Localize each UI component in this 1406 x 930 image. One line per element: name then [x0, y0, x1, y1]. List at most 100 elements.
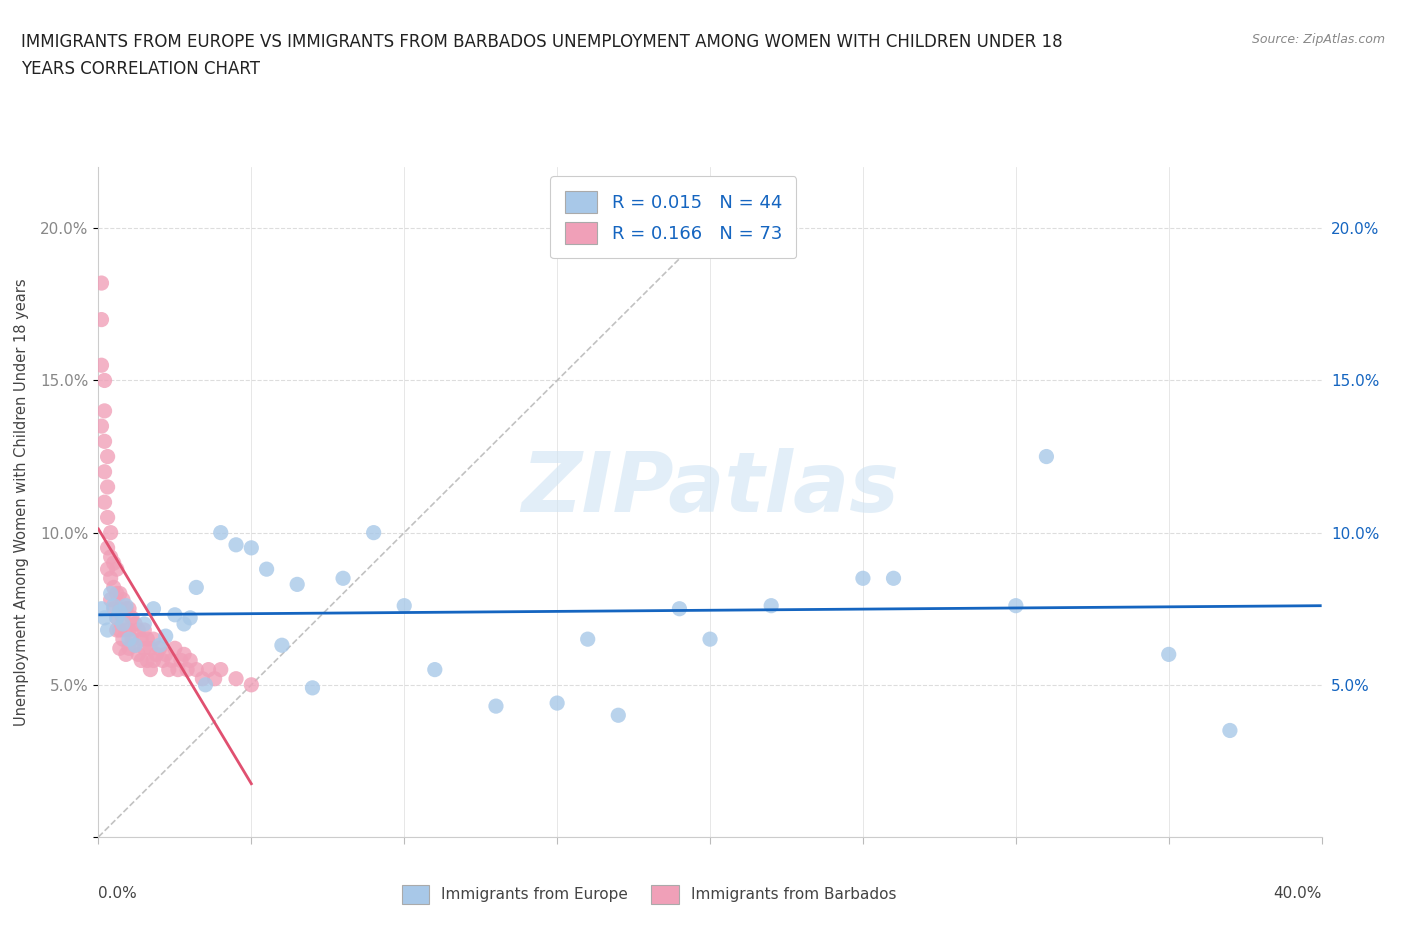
Point: [1004, 598, 1026, 613]
Point: [111, 592, 134, 607]
Point: [270, 638, 292, 653]
Text: YEARS CORRELATION CHART: YEARS CORRELATION CHART: [21, 60, 260, 78]
Point: [121, 610, 143, 625]
Point: [240, 540, 263, 555]
Point: [105, 562, 128, 577]
Point: [607, 708, 630, 723]
Point: [97, 622, 120, 637]
Point: [108, 586, 131, 601]
Point: [118, 622, 141, 637]
Point: [392, 598, 416, 613]
Point: [97, 449, 120, 464]
Point: [115, 647, 138, 662]
Point: [186, 580, 208, 595]
Point: [105, 622, 128, 637]
Point: [90, 312, 112, 327]
Point: [1219, 723, 1241, 737]
Point: [157, 662, 180, 677]
Point: [149, 641, 172, 656]
Point: [100, 525, 122, 540]
Point: [93, 434, 115, 449]
Point: [97, 562, 120, 577]
Point: [225, 671, 247, 686]
Point: [90, 418, 112, 433]
Point: [194, 677, 217, 692]
Point: [155, 629, 177, 644]
Point: [363, 525, 385, 540]
Point: [163, 607, 186, 622]
Point: [134, 617, 156, 631]
Point: [142, 602, 165, 617]
Point: [97, 480, 120, 495]
Point: [124, 638, 146, 653]
Point: [191, 671, 214, 686]
Text: IMMIGRANTS FROM EUROPE VS IMMIGRANTS FROM BARBADOS UNEMPLOYMENT AMONG WOMEN WITH: IMMIGRANTS FROM EUROPE VS IMMIGRANTS FRO…: [21, 33, 1063, 50]
Point: [115, 622, 138, 637]
Point: [121, 631, 143, 646]
Point: [204, 671, 226, 686]
Point: [163, 641, 186, 656]
Point: [179, 610, 201, 625]
Point: [105, 586, 128, 601]
Point: [100, 592, 122, 607]
Point: [173, 617, 195, 631]
Point: [142, 631, 165, 646]
Point: [129, 653, 152, 668]
Point: [134, 622, 156, 637]
Point: [149, 638, 172, 653]
Point: [136, 653, 159, 668]
Point: [179, 653, 201, 668]
Point: [186, 662, 208, 677]
Point: [93, 464, 115, 479]
Point: [108, 602, 131, 617]
Point: [240, 677, 263, 692]
Point: [100, 571, 122, 586]
Point: [127, 647, 149, 662]
Point: [93, 495, 115, 510]
Y-axis label: Unemployment Among Women with Children Under 18 years: Unemployment Among Women with Children U…: [14, 278, 30, 726]
Text: 40.0%: 40.0%: [1274, 885, 1322, 900]
Point: [108, 641, 131, 656]
Point: [97, 510, 120, 525]
Point: [485, 698, 508, 713]
Point: [170, 653, 193, 668]
Point: [93, 610, 115, 625]
Point: [103, 602, 125, 617]
Point: [209, 525, 232, 540]
Point: [134, 641, 156, 656]
Point: [90, 602, 112, 617]
Point: [145, 647, 167, 662]
Point: [155, 647, 177, 662]
Point: [115, 598, 138, 613]
Point: [285, 577, 308, 591]
Point: [118, 602, 141, 617]
Legend: Immigrants from Europe, Immigrants from Barbados: Immigrants from Europe, Immigrants from …: [395, 879, 903, 910]
Point: [1035, 449, 1057, 464]
Point: [225, 538, 247, 552]
Point: [97, 540, 120, 555]
Point: [167, 662, 190, 677]
Point: [108, 622, 131, 637]
Point: [103, 555, 125, 570]
Text: 0.0%: 0.0%: [98, 885, 138, 900]
Point: [883, 571, 905, 586]
Point: [118, 641, 141, 656]
Point: [118, 631, 141, 646]
Point: [423, 662, 446, 677]
Text: ZIPatlas: ZIPatlas: [522, 448, 898, 529]
Point: [1157, 647, 1180, 662]
Point: [115, 602, 138, 617]
Point: [152, 653, 174, 668]
Point: [139, 662, 162, 677]
Point: [699, 631, 721, 646]
Point: [176, 662, 198, 677]
Point: [160, 653, 183, 668]
Point: [111, 617, 134, 631]
Point: [546, 696, 568, 711]
Text: Source: ZipAtlas.com: Source: ZipAtlas.com: [1251, 33, 1385, 46]
Point: [124, 638, 146, 653]
Point: [105, 610, 128, 625]
Point: [111, 610, 134, 625]
Point: [301, 681, 323, 696]
Point: [108, 604, 131, 619]
